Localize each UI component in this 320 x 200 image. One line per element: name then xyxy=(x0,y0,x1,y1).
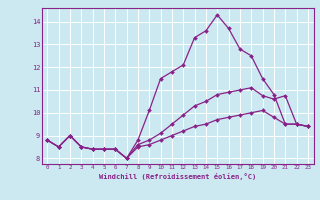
X-axis label: Windchill (Refroidissement éolien,°C): Windchill (Refroidissement éolien,°C) xyxy=(99,173,256,180)
